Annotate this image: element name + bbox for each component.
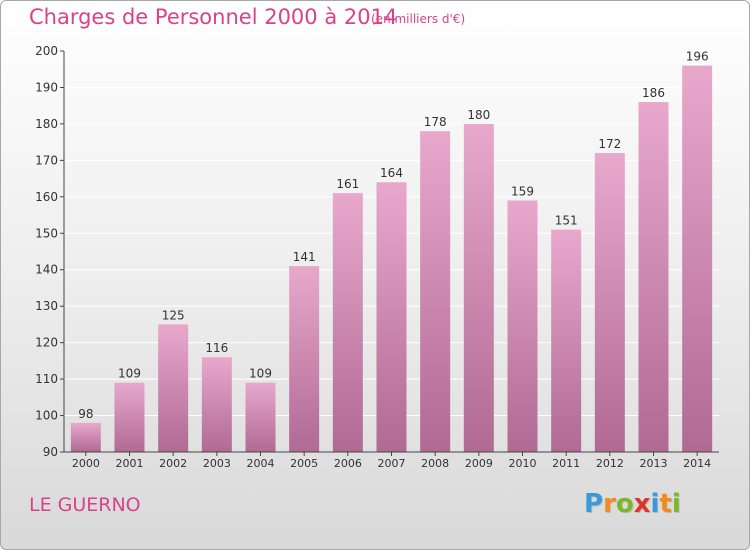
commune-name: LE GUERNO <box>29 494 141 516</box>
bar <box>114 382 145 452</box>
x-tick-label: 2001 <box>116 457 144 470</box>
y-tick-label: 190 <box>35 80 58 94</box>
bar <box>158 324 189 452</box>
bar <box>463 123 494 452</box>
bar <box>594 153 625 452</box>
logo-letter: i <box>671 489 681 519</box>
logo-letter: r <box>603 489 616 519</box>
data-label: 125 <box>162 308 185 322</box>
y-tick-label: 110 <box>35 372 58 386</box>
data-label: 109 <box>118 367 141 381</box>
x-tick-label: 2009 <box>465 457 493 470</box>
data-label: 164 <box>380 166 403 180</box>
y-tick-label: 100 <box>35 409 58 423</box>
y-tick-label: 130 <box>35 299 58 313</box>
data-label: 186 <box>642 86 665 100</box>
y-tick-label: 120 <box>35 336 58 350</box>
bar <box>376 182 407 452</box>
x-tick-label: 2000 <box>72 457 100 470</box>
y-tick-label: 200 <box>35 44 58 58</box>
bar <box>638 102 669 452</box>
y-tick-label: 180 <box>35 117 58 131</box>
x-tick-label: 2013 <box>640 457 668 470</box>
y-tick-label: 90 <box>43 445 58 459</box>
y-tick-label: 170 <box>35 153 58 167</box>
chart-subtitle: (en milliers d'€) <box>371 12 466 26</box>
x-tick-label: 2012 <box>596 457 624 470</box>
data-label: 159 <box>511 184 534 198</box>
bar <box>507 200 538 452</box>
x-tick-label: 2008 <box>421 457 449 470</box>
x-tick-label: 2014 <box>683 457 711 470</box>
data-label: 141 <box>293 250 316 264</box>
data-label: 109 <box>249 367 272 381</box>
data-label: 178 <box>424 115 447 129</box>
y-tick-label: 160 <box>35 190 58 204</box>
x-tick-label: 2011 <box>552 457 580 470</box>
bar <box>289 266 320 452</box>
y-tick-label: 140 <box>35 263 58 277</box>
data-label: 196 <box>686 50 709 64</box>
x-tick-label: 2003 <box>203 457 231 470</box>
bar <box>201 357 232 452</box>
bar <box>245 382 276 452</box>
x-tick-label: 2006 <box>334 457 362 470</box>
logo-letter: t <box>659 489 672 519</box>
bar <box>70 422 101 452</box>
logo-letter: o <box>615 489 634 519</box>
data-label: 116 <box>205 341 228 355</box>
x-tick-label: 2007 <box>378 457 406 470</box>
bar <box>332 193 363 452</box>
data-label: 172 <box>598 137 621 151</box>
y-tick-label: 150 <box>35 226 58 240</box>
bar <box>420 131 451 452</box>
logo-letter: i <box>650 489 660 519</box>
proxiti-logo[interactable]: Proxiti <box>584 489 681 519</box>
bar <box>551 229 582 452</box>
bar <box>682 65 713 452</box>
logo-letter: P <box>584 489 604 519</box>
x-tick-label: 2002 <box>159 457 187 470</box>
chart-title: Charges de Personnel 2000 à 2014 <box>29 5 398 29</box>
data-label: 161 <box>336 177 359 191</box>
data-label: 98 <box>78 407 93 421</box>
logo-letter: x <box>633 489 651 519</box>
x-tick-label: 2010 <box>509 457 537 470</box>
x-tick-label: 2004 <box>247 457 275 470</box>
data-label: 180 <box>467 108 490 122</box>
x-tick-label: 2005 <box>290 457 318 470</box>
data-label: 151 <box>555 214 578 228</box>
